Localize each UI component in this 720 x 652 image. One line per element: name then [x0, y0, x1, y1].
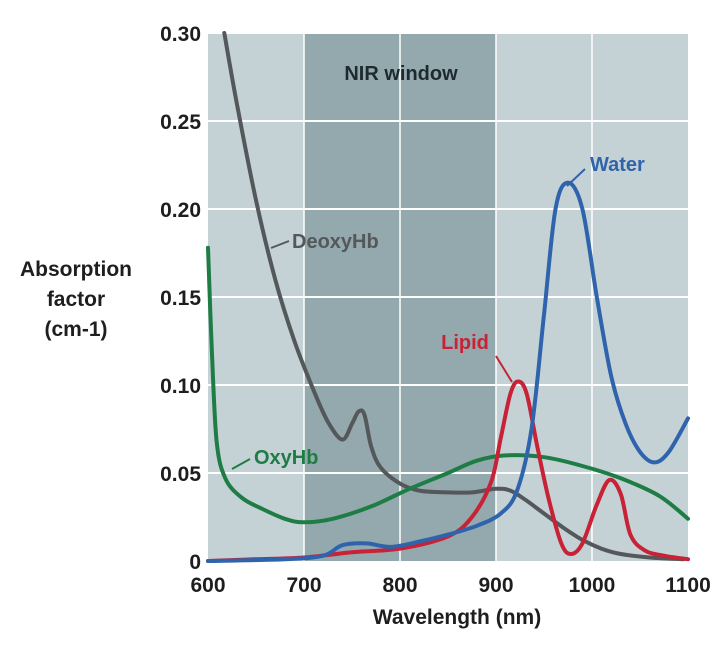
x-tick-label: 1000: [569, 574, 616, 597]
series-line-water: [206, 180, 690, 563]
x-tick-label: 700: [286, 574, 321, 597]
series-line-oxyhb: [206, 245, 690, 525]
leader-line-water: [566, 168, 586, 187]
x-tick-label: 600: [190, 574, 225, 597]
y-axis-title-line-3: (cm-1): [44, 318, 107, 341]
y-tick-label: 0.25: [160, 111, 201, 134]
x-tick-label: 800: [382, 574, 417, 597]
series-labels: DeoxyHb OxyHb Lipid Water: [231, 154, 645, 470]
y-axis-title-line-1: Absorption: [20, 258, 132, 281]
leader-line-deoxyhb: [270, 240, 290, 249]
grid-lines: [208, 32, 688, 561]
series-label-water: Water: [590, 154, 645, 176]
series-label-deoxyhb: DeoxyHb: [292, 231, 379, 253]
x-tick-label: 900: [478, 574, 513, 597]
y-tick-label: 0: [189, 551, 201, 574]
y-tick-label: 0.20: [160, 199, 201, 222]
series-label-oxyhb: OxyHb: [254, 447, 318, 469]
y-tick-label: 0.10: [160, 375, 201, 398]
nir-window-label: NIR window: [344, 63, 458, 85]
y-tick-label: 0.30: [160, 23, 201, 46]
x-axis-title: Wavelength (nm): [373, 606, 541, 629]
y-tick-labels: 0 0.05 0.10 0.15 0.20 0.25 0.30: [160, 23, 201, 574]
y-axis-title-line-2: factor: [47, 288, 105, 311]
x-tick-label: 1100: [665, 574, 711, 597]
series-label-lipid: Lipid: [441, 332, 489, 354]
series-lines: [206, 31, 690, 563]
leader-line-oxyhb: [231, 458, 251, 470]
leader-line-lipid: [495, 355, 513, 383]
x-tick-labels: 600 700 800 900 1000 1100: [190, 574, 710, 597]
y-tick-label: 0.15: [160, 287, 201, 310]
series-line-deoxyhb: [222, 31, 686, 562]
y-tick-label: 0.05: [160, 463, 201, 486]
